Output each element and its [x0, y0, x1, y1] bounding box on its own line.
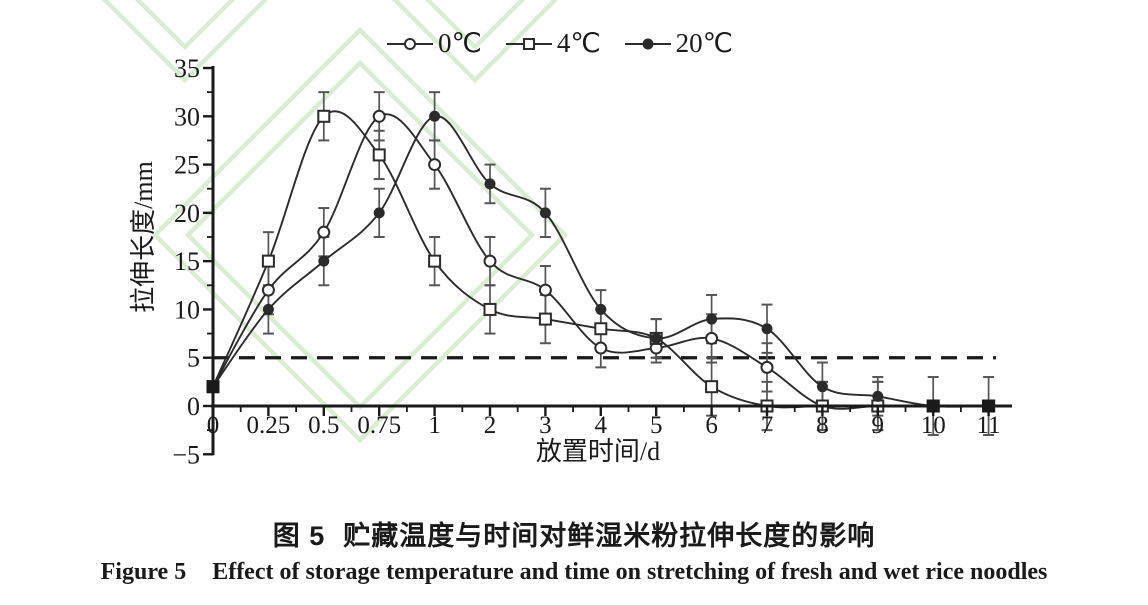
y-tick-label: 0	[187, 392, 200, 421]
data-point-filled-circle	[318, 255, 330, 267]
data-point-open-square	[317, 109, 331, 123]
data-point-open-square	[594, 322, 608, 336]
data-point-filled-circle	[816, 381, 828, 393]
data-point-open-square	[428, 254, 442, 268]
legend-item-20c: 20℃	[624, 28, 733, 58]
x-tick-label: 0.25	[247, 412, 291, 439]
caption-chinese: 图 5 贮藏温度与时间对鲜湿米粉拉伸长度的影响	[0, 514, 1148, 553]
x-tick-label: 8	[816, 412, 829, 439]
legend-item-4c: 4℃	[505, 28, 601, 58]
data-point-filled-circle	[761, 323, 773, 335]
x-tick-label: 9	[872, 412, 885, 439]
data-point-open-circle	[428, 158, 442, 172]
y-tick-label: 35	[174, 54, 200, 83]
x-tick-label: 11	[977, 412, 1001, 439]
data-point-filled-circle	[429, 110, 441, 122]
data-point-filled-circle	[650, 332, 662, 344]
data-point-open-square	[538, 312, 552, 326]
chart-legend: 0℃ 4℃ 20℃	[387, 30, 733, 57]
data-point-open-square	[261, 254, 275, 268]
y-tick-label: −5	[172, 440, 200, 469]
data-point-filled-circle	[595, 303, 607, 315]
data-point-filled-circle	[484, 178, 496, 190]
legend-label: 4℃	[556, 28, 601, 58]
caption-cn-text: 贮藏温度与时间对鲜湿米粉拉伸长度的影响	[343, 521, 876, 551]
data-point-open-circle	[317, 225, 331, 239]
open-square-marker-icon	[505, 37, 552, 50]
x-axis-title: 放置时间/d	[536, 437, 660, 466]
data-point-open-circle	[483, 254, 497, 268]
data-point-open-circle	[261, 283, 275, 297]
data-point-filled-circle	[872, 390, 884, 402]
data-point-filled-circle	[706, 313, 718, 325]
legend-label: 20℃	[675, 28, 733, 58]
caption-english: Figure 5 Effect of storage temperature an…	[0, 559, 1148, 586]
x-tick-label: 2	[484, 412, 497, 439]
series-curve-20c	[212, 115, 989, 408]
x-tick-label: 6	[705, 412, 718, 439]
y-tick-label: 25	[174, 151, 200, 180]
data-point-open-circle	[705, 331, 719, 345]
line-chart: 35 30 25 20 15 10 5 0 −5 0 0.25 0.5 0.75 1 2 3 4 5 6 7 8 9 10 1…	[129, 54, 1012, 469]
x-tick-label: 10	[921, 412, 946, 439]
caption-en-number: Figure 5	[100, 559, 187, 585]
y-tick-label: 5	[187, 344, 200, 373]
data-point-filled-circle	[373, 207, 385, 219]
filled-circle-marker-icon	[624, 38, 671, 49]
caption-cn-number: 图 5	[272, 521, 326, 551]
legend-label: 0℃	[438, 28, 482, 58]
caption-en-text: Effect of storage temperature and time o…	[212, 559, 1048, 585]
y-tick-label: 10	[174, 295, 200, 324]
data-point-open-circle	[372, 109, 386, 123]
data-point-open-circle	[760, 360, 774, 374]
x-tick-label: 1	[428, 412, 441, 439]
y-tick-label: 15	[174, 247, 200, 276]
x-tick-label: 0.75	[357, 412, 401, 439]
data-point-filled-circle	[262, 303, 274, 315]
x-tick-label: 3	[539, 412, 552, 439]
y-tick-label: 20	[174, 199, 200, 228]
y-axis-title: 拉伸长度/mm	[129, 161, 158, 313]
data-point-open-square	[483, 302, 497, 316]
data-point-filled-circle	[539, 207, 551, 219]
x-tick-label: 0	[207, 412, 220, 439]
legend-item-0c: 0℃	[387, 30, 482, 57]
x-tick-label: 4	[595, 412, 608, 439]
data-point-open-square	[372, 148, 386, 162]
x-tick-label: 5	[650, 412, 663, 439]
data-point-open-circle	[594, 341, 608, 355]
data-point-open-circle	[538, 283, 552, 297]
x-tick-label: 0.5	[308, 412, 339, 439]
x-tick-label: 7	[761, 412, 774, 439]
open-circle-marker-icon	[387, 37, 434, 50]
y-tick-label: 30	[174, 102, 200, 131]
data-point-open-square	[705, 380, 719, 394]
